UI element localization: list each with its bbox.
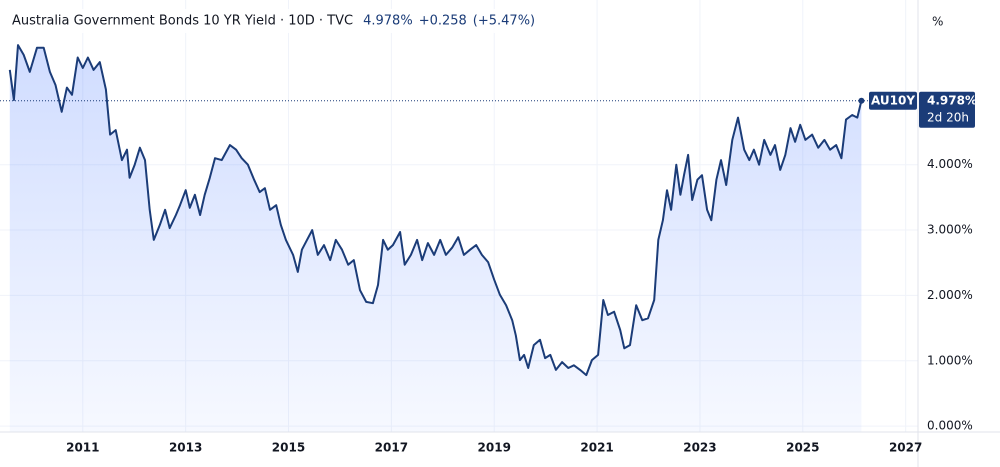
symbol-tag [869,91,917,110]
countdown: 2d 20h [927,110,969,124]
y-tick-label: 4.000% [927,157,973,171]
chart-title: Australia Government Bonds 10 YR Yield ·… [12,14,353,29]
price-tag-value: 4.978% [927,93,977,107]
change-pct: (+5.47%) [473,14,535,29]
plot [0,44,918,432]
line [8,44,863,377]
x-tick-label: 2025 [786,441,819,455]
y-tick-label: 0.000% [927,419,973,433]
symbol-label: AU10Y [871,93,915,107]
x-tick-label: 2021 [580,441,613,455]
x-tick-label: 2019 [478,441,511,455]
change: +0.258 [419,14,467,29]
x-tick-label: 2027 [889,441,922,455]
area-fill [9,45,862,432]
y-tick-label: 2.000% [927,288,973,302]
x-tick-label: 2023 [683,441,716,455]
x-tick-label: 2017 [375,441,408,455]
y-tick-label: 3.000% [927,223,973,237]
price-tag: AU10Y 4.978% 2d 20h [869,91,977,128]
legend-bg [6,9,506,33]
last-value: 4.978% [363,14,413,29]
x-tick-label: 2011 [66,441,99,455]
legend: Australia Government Bonds 10 YR Yield ·… [6,9,535,33]
x-tick-label: 2013 [169,441,202,455]
unit-label: % [932,15,943,29]
y-tick-label: 1.000% [927,353,973,367]
last-point [858,97,865,104]
x-tick-label: 2015 [272,441,305,455]
price-tag-box [919,91,975,128]
axes: 0.000% 1.000% 2.000% 3.000% 4.000% 2011 2013 20… [66,157,973,454]
